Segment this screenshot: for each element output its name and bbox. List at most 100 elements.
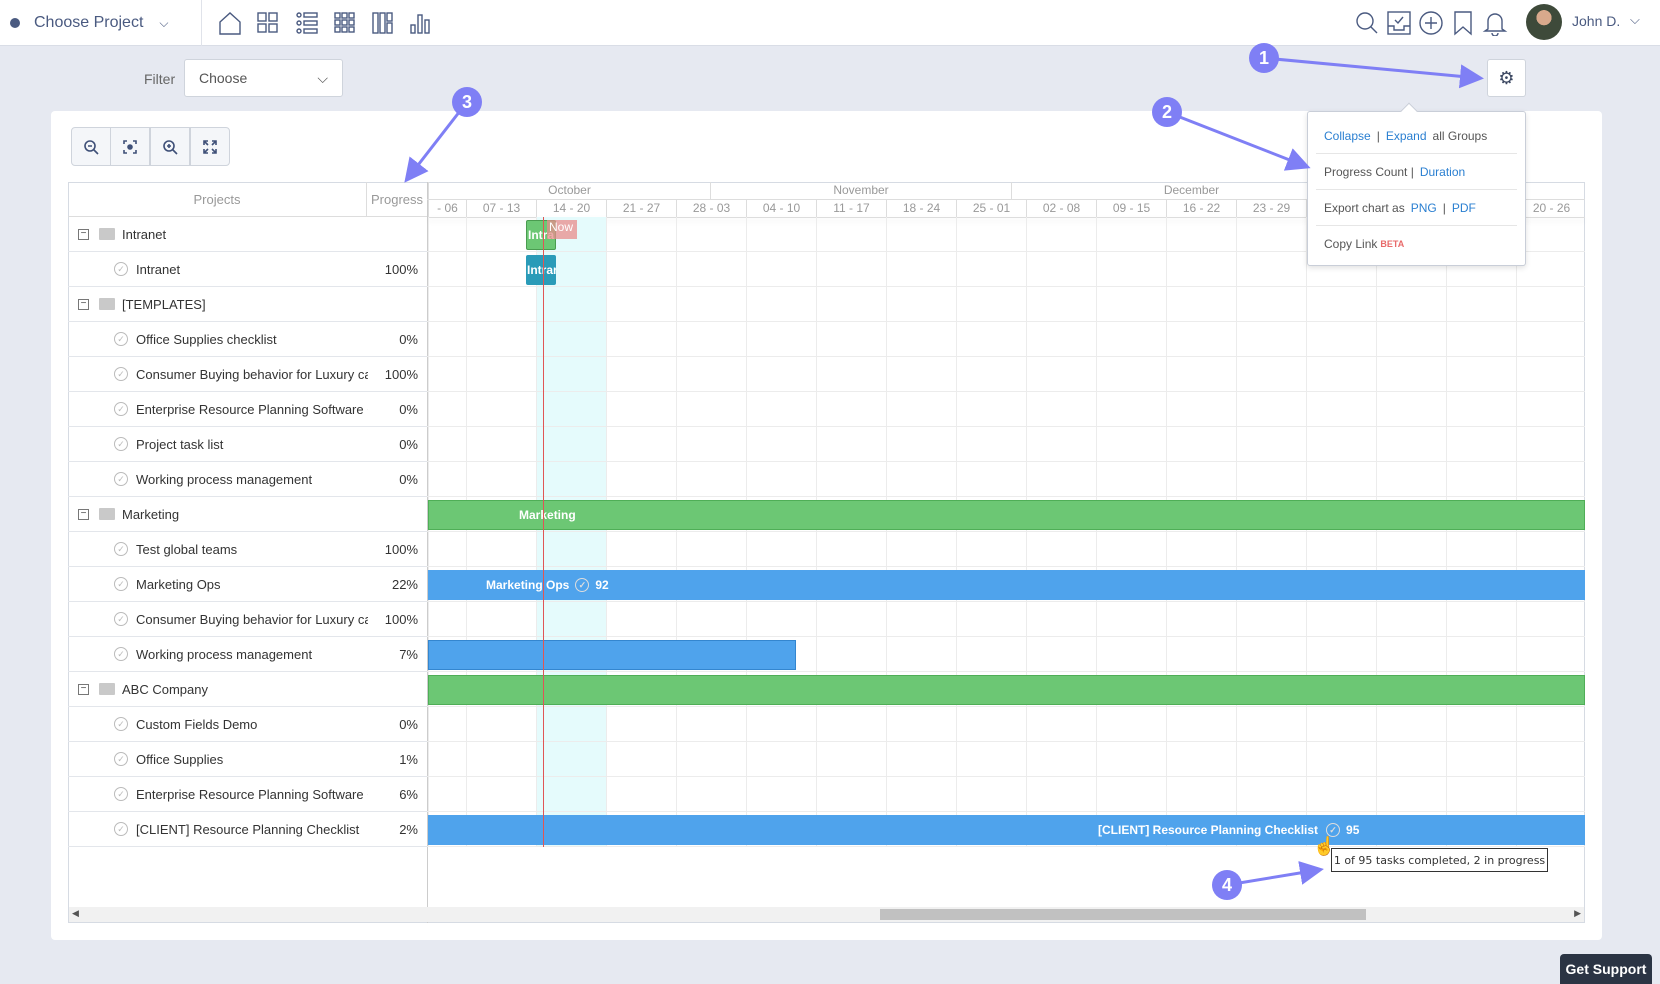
task-row[interactable]: ✓ Consumer Buying behavior for Luxury ca 1… bbox=[68, 602, 427, 637]
row-gridline bbox=[427, 811, 1585, 812]
collapse-toggle-icon[interactable]: − bbox=[78, 228, 89, 240]
home-icon[interactable] bbox=[217, 10, 243, 36]
folder-icon bbox=[99, 228, 115, 240]
check-circle-icon[interactable]: ✓ bbox=[114, 787, 128, 801]
zoom-in-icon bbox=[163, 139, 178, 155]
check-circle-icon[interactable]: ✓ bbox=[114, 367, 128, 381]
top-bar: Choose Project ⌵ John D. ⌵ bbox=[0, 0, 1660, 46]
task-row[interactable]: ✓ Office Supplies checklist 0% bbox=[68, 322, 427, 357]
gantt-bar-intranet-task[interactable]: Intrar bbox=[526, 255, 556, 285]
fullscreen-button[interactable] bbox=[190, 127, 230, 166]
collapse-all-link[interactable]: Collapse bbox=[1324, 128, 1371, 143]
status-dot-icon bbox=[10, 18, 20, 28]
gantt-bar-client-checklist[interactable]: [CLIENT] Resource Planning Checklist ✓ 95 bbox=[428, 815, 1585, 845]
chevron-down-icon: ⌵ bbox=[159, 15, 169, 30]
collapse-toggle-icon[interactable]: − bbox=[78, 683, 89, 695]
user-menu-chevron-icon[interactable]: ⌵ bbox=[1630, 12, 1640, 27]
annotation-arrow-1 bbox=[1263, 56, 1484, 89]
row-gridline bbox=[427, 321, 1585, 322]
check-circle-icon[interactable]: ✓ bbox=[114, 472, 128, 486]
zoom-out-button[interactable] bbox=[71, 127, 111, 166]
project-selector[interactable]: Choose Project ⌵ bbox=[0, 0, 202, 46]
gantt-bar-abc-group[interactable] bbox=[428, 675, 1585, 705]
progress-count-option[interactable]: Progress Count | bbox=[1324, 164, 1414, 179]
gantt-bar-marketing-ops[interactable]: Marketing Ops ✓ 92 bbox=[428, 570, 1585, 600]
grid-icon[interactable] bbox=[332, 10, 358, 36]
row-gridline bbox=[427, 391, 1585, 392]
task-progress: 1% bbox=[399, 751, 418, 767]
scroll-right-icon[interactable]: ▶ bbox=[1574, 908, 1581, 918]
export-pdf-link[interactable]: PDF bbox=[1451, 200, 1476, 215]
user-name[interactable]: John D. bbox=[1572, 13, 1621, 29]
task-row[interactable]: ✓ Working process management 0% bbox=[68, 462, 427, 497]
check-circle-icon[interactable]: ✓ bbox=[114, 612, 128, 626]
check-circle-icon[interactable]: ✓ bbox=[114, 402, 128, 416]
filter-select[interactable]: Choose ⌵ bbox=[184, 59, 343, 97]
copy-link[interactable]: Copy Link bbox=[1324, 237, 1378, 251]
check-circle-icon[interactable]: ✓ bbox=[114, 437, 128, 451]
bell-icon[interactable] bbox=[1482, 10, 1508, 37]
plus-circle-icon[interactable] bbox=[1418, 10, 1444, 36]
duration-link[interactable]: Duration bbox=[1419, 164, 1466, 179]
dashboard-icon[interactable] bbox=[255, 10, 281, 36]
panel-divider[interactable] bbox=[427, 182, 428, 923]
check-circle-icon[interactable]: ✓ bbox=[114, 822, 128, 836]
task-row[interactable]: ✓ Project task list 0% bbox=[68, 427, 427, 462]
task-row[interactable]: ✓ Office Supplies 1% bbox=[68, 742, 427, 777]
collapse-toggle-icon[interactable]: − bbox=[78, 298, 89, 310]
scroll-left-icon[interactable]: ◀ bbox=[72, 908, 79, 918]
avatar[interactable] bbox=[1526, 4, 1562, 40]
task-row[interactable]: ✓ Enterprise Resource Planning Software C… bbox=[68, 777, 427, 812]
zoom-in-button[interactable] bbox=[150, 127, 190, 166]
gantt-bar-working-process[interactable] bbox=[428, 640, 796, 670]
group-row[interactable]: − [TEMPLATES] bbox=[68, 287, 427, 322]
check-circle-icon[interactable]: ✓ bbox=[114, 577, 128, 591]
check-circle-icon[interactable]: ✓ bbox=[575, 578, 590, 592]
gantt-bar-marketing-group[interactable]: Marketing bbox=[428, 500, 1585, 530]
group-row[interactable]: − Marketing bbox=[68, 497, 427, 532]
annotation-badge: 2 bbox=[1152, 97, 1182, 127]
zoom-out-icon bbox=[84, 139, 99, 155]
task-row[interactable]: ✓ [CLIENT] Resource Planning Checklist 2% bbox=[68, 812, 427, 847]
column-header-projects: Projects bbox=[68, 182, 367, 217]
row-gridline bbox=[427, 706, 1585, 707]
task-row[interactable]: ✓ Enterprise Resource Planning Software C… bbox=[68, 392, 427, 427]
export-png-link[interactable]: PNG bbox=[1410, 200, 1437, 215]
week-gridline bbox=[886, 217, 887, 847]
group-row[interactable]: − Intranet bbox=[68, 217, 427, 252]
bookmark-icon[interactable] bbox=[1450, 10, 1476, 36]
task-row[interactable]: ✓ Marketing Ops 22% bbox=[68, 567, 427, 602]
chart-icon[interactable] bbox=[408, 10, 434, 36]
dropdown-caret bbox=[1400, 102, 1418, 120]
task-row[interactable]: ✓ Custom Fields Demo 0% bbox=[68, 707, 427, 742]
check-circle-icon[interactable]: ✓ bbox=[114, 717, 128, 731]
group-row[interactable]: − ABC Company bbox=[68, 672, 427, 707]
search-icon[interactable] bbox=[1354, 10, 1380, 36]
expand-all-link[interactable]: Expand bbox=[1385, 128, 1427, 143]
task-row[interactable]: ✓ Working process management 7% bbox=[68, 637, 427, 672]
check-circle-icon[interactable]: ✓ bbox=[114, 647, 128, 661]
task-progress: 0% bbox=[399, 331, 418, 347]
scrollbar-thumb[interactable] bbox=[880, 909, 1366, 920]
list-icon[interactable] bbox=[294, 10, 320, 36]
fit-view-button[interactable] bbox=[110, 127, 150, 166]
board-icon[interactable] bbox=[370, 10, 396, 36]
get-support-button[interactable]: Get Support bbox=[1560, 954, 1652, 984]
row-gridline bbox=[427, 776, 1585, 777]
check-circle-icon[interactable]: ✓ bbox=[114, 542, 128, 556]
inbox-check-icon[interactable] bbox=[1386, 10, 1412, 36]
row-gridline bbox=[427, 356, 1585, 357]
check-circle-icon[interactable]: ✓ bbox=[114, 752, 128, 766]
week-gridline bbox=[606, 217, 607, 847]
check-circle-icon[interactable]: ✓ bbox=[1326, 823, 1341, 837]
check-circle-icon[interactable]: ✓ bbox=[114, 262, 128, 276]
task-row[interactable]: ✓ Test global teams 100% bbox=[68, 532, 427, 567]
task-name: Office Supplies bbox=[136, 751, 224, 767]
task-row[interactable]: ✓ Consumer Buying behavior for Luxury ca 1… bbox=[68, 357, 427, 392]
settings-button[interactable]: ⚙ bbox=[1487, 59, 1526, 97]
week-gridline bbox=[1376, 217, 1377, 847]
collapse-toggle-icon[interactable]: − bbox=[78, 508, 89, 520]
horizontal-scrollbar[interactable]: ◀ ▶ bbox=[69, 907, 1584, 922]
check-circle-icon[interactable]: ✓ bbox=[114, 332, 128, 346]
task-row[interactable]: ✓ Intranet 100% bbox=[68, 252, 427, 287]
